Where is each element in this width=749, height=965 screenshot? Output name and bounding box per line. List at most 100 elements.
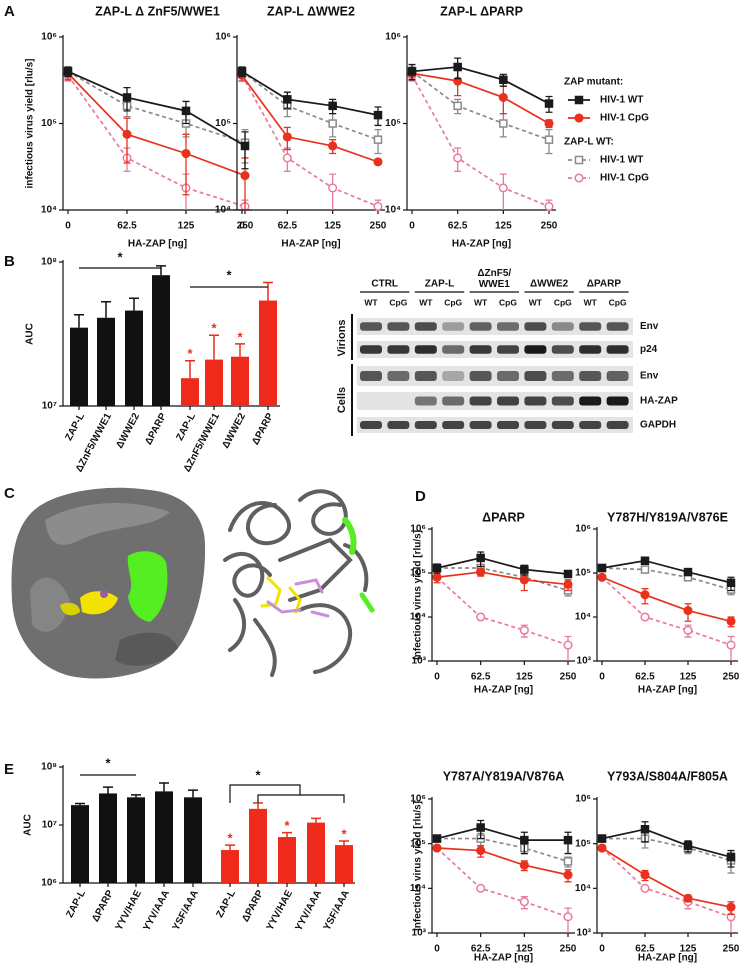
data-point <box>597 563 607 573</box>
data-point <box>683 567 693 577</box>
series-line <box>436 847 569 918</box>
blot-band <box>579 322 602 331</box>
data-point <box>432 843 442 853</box>
series-line <box>601 847 732 918</box>
series-line <box>436 571 569 586</box>
blot-band <box>606 421 629 429</box>
blot-lane-label: CpG <box>609 297 627 307</box>
data-point <box>519 897 529 907</box>
data-point <box>181 148 191 159</box>
chart-title: Y793A/S804A/F805A <box>607 769 728 783</box>
y-tick-label: 10⁵ <box>575 568 591 579</box>
x-tick-label: ZAP-L <box>174 411 198 442</box>
error-bar <box>339 840 349 846</box>
blot-group-label: ΔWWE2 <box>530 279 569 290</box>
legend-label: HIV-1 WT <box>600 95 643 106</box>
data-point <box>520 835 529 845</box>
significance-label: * <box>211 321 217 336</box>
series-line <box>241 70 379 116</box>
blot-band <box>551 322 574 331</box>
x-axis-label: HA-ZAP [ng] <box>638 953 697 964</box>
blot-band <box>387 371 410 381</box>
legend-group: ZAP mutant: <box>564 77 623 88</box>
chart-title: Y787A/Y819A/V876A <box>443 769 565 783</box>
y-tick-label: 10⁸ <box>41 762 57 773</box>
blot-lane-label: WT <box>474 297 488 307</box>
error-bar <box>156 265 166 276</box>
bar <box>97 317 115 406</box>
error-bar <box>129 297 139 311</box>
data-point <box>373 135 383 144</box>
x-tick-label: YYV/AAA <box>141 888 172 932</box>
blot-group-label: ΔPARP <box>587 279 622 290</box>
blot-band-label: HA-ZAP <box>640 396 678 407</box>
x-tick-label: 125 <box>516 944 533 955</box>
significance-annotation: * <box>255 767 261 782</box>
blot-band <box>551 396 574 406</box>
data-point <box>122 93 132 102</box>
blot-band <box>414 371 437 381</box>
panel-label: E <box>4 761 14 778</box>
blot-band-label: Env <box>640 371 659 382</box>
y-tick-label: 10⁵ <box>385 118 401 129</box>
error-bar <box>75 802 85 806</box>
y-axis-label: AUC <box>25 323 36 345</box>
data-point <box>563 912 573 922</box>
error-bar <box>241 131 249 170</box>
legend-group: ZAP-L WT: <box>564 137 614 148</box>
x-tick-label: 250 <box>237 221 254 232</box>
data-point <box>476 883 486 893</box>
significance-annotation: * <box>117 249 123 264</box>
blot-lane-label: CpG <box>554 297 572 307</box>
chart-title: ZAP-L Δ ZnF5/WWE1 <box>95 4 220 18</box>
bar <box>205 359 223 406</box>
x-tick-label: ΔWWE2 <box>220 411 248 450</box>
x-axis-label: HA-ZAP [ng] <box>474 953 533 964</box>
data-point <box>63 67 73 76</box>
data-point <box>453 62 462 72</box>
data-point <box>597 843 607 853</box>
blot-band <box>414 322 437 331</box>
blot-band <box>360 421 382 429</box>
y-tick-label: 10³ <box>577 928 592 939</box>
x-tick-label: 125 <box>680 672 697 683</box>
x-tick-label: ZAP-L <box>214 888 238 919</box>
bar <box>335 845 353 883</box>
x-axis-label: HA-ZAP [ng] <box>128 239 187 250</box>
significance-bracket <box>229 784 345 803</box>
bar <box>99 793 117 883</box>
y-tick-label: 10⁵ <box>410 568 426 579</box>
bar <box>307 822 325 883</box>
data-point <box>328 119 337 128</box>
blot-band <box>579 421 602 429</box>
blot-lane-label: CpG <box>444 297 462 307</box>
data-point <box>453 153 463 163</box>
data-point <box>240 141 250 151</box>
legend-marker <box>574 113 584 123</box>
blot-lane-label: CpG <box>499 297 517 307</box>
data-point <box>499 119 508 128</box>
series-line <box>602 837 732 862</box>
significance-label: * <box>284 818 290 833</box>
x-tick-label: 62.5 <box>117 221 137 232</box>
y-tick-label: 10⁶ <box>385 32 401 43</box>
blot-band <box>442 421 465 429</box>
y-tick-label: 10⁵ <box>410 838 426 849</box>
blot-band <box>524 396 547 406</box>
bar <box>231 356 249 406</box>
blot-band <box>524 371 547 381</box>
y-tick-label: 10⁵ <box>575 838 591 849</box>
x-tick-label: ZAP-L <box>63 411 87 442</box>
structure-ribbon <box>223 489 375 677</box>
blot-row-group: Virions <box>336 319 348 356</box>
bar <box>249 808 267 883</box>
error-bar <box>209 334 219 360</box>
data-point <box>181 106 191 116</box>
error-bar <box>103 786 113 794</box>
blot-band <box>469 421 492 429</box>
data-point <box>563 640 573 650</box>
legend-marker <box>574 95 584 105</box>
data-point <box>544 201 554 211</box>
bar <box>127 797 145 883</box>
blot-band <box>497 371 519 381</box>
